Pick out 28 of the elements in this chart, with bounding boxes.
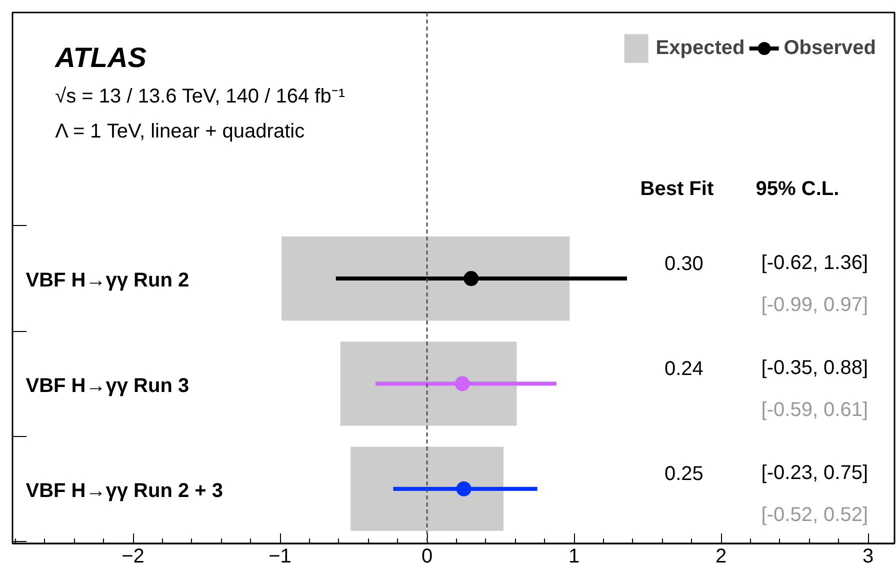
y-tick-label: VBF H→γγ Run 2 + 3 (26, 480, 224, 502)
x-tick-label: −1 (268, 546, 292, 568)
bar (282, 236, 570, 321)
annotation: [-0.23, 0.75] (761, 462, 868, 484)
bar (340, 342, 517, 426)
x-tick-label: 0 (421, 546, 433, 568)
bar (350, 446, 504, 531)
text: 95% C.L. (756, 178, 840, 200)
x-tick-label: 1 (568, 546, 580, 568)
text: Best Fit (640, 178, 714, 200)
data-label: [-0.59, 0.61] (761, 398, 868, 421)
text: √s = 13 / 13.6 TeV, 140 / 164 fb⁻¹ (55, 86, 346, 108)
x-tick-label: 2 (715, 546, 727, 568)
text: Λ = 1 TeV, linear + quadratic (55, 120, 305, 142)
text: ATLAS (54, 42, 147, 74)
data-label: [-0.99, 0.97] (761, 294, 868, 316)
annotation: 0.30 (664, 252, 704, 275)
legend-label: Expected (656, 36, 745, 60)
y-tick-label: VBF H→γγ Run 3 (26, 374, 190, 397)
x-tick-label: 3 (862, 546, 874, 568)
annotation: [-0.35, 0.88] (761, 356, 868, 379)
annotation: [-0.62, 1.36] (761, 252, 868, 274)
legend-label: Observed (784, 36, 876, 60)
annotation: 0.24 (664, 358, 704, 380)
data-label: [-0.52, 0.52] (761, 504, 868, 526)
annotation: 0.25 (664, 463, 704, 486)
y-tick-label: VBF H→γγ Run 2 (26, 270, 190, 292)
x-tick-label: −2 (122, 546, 144, 568)
